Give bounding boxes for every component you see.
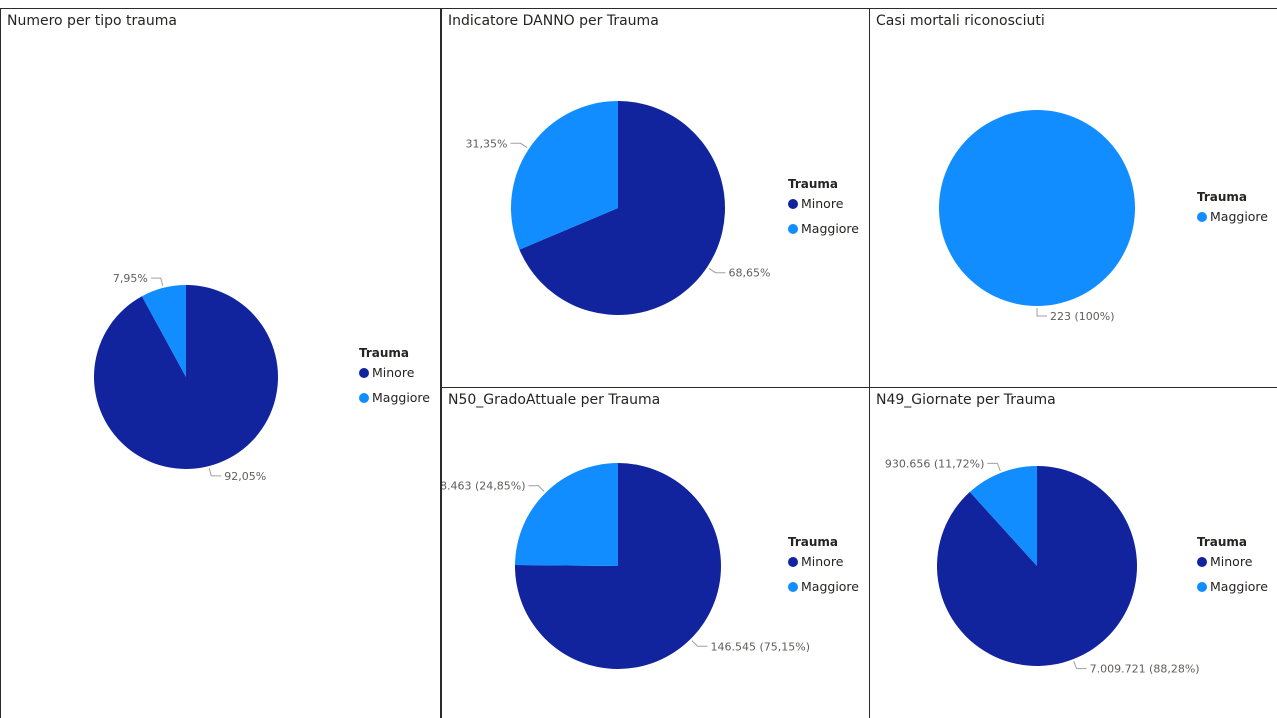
legend-item-minore[interactable]: Minore (359, 366, 430, 380)
leader-line-minore (208, 467, 222, 477)
legend-label-maggiore: Maggiore (372, 390, 430, 405)
leader-line-minore (1073, 660, 1087, 670)
legend-dot-minore (359, 368, 369, 378)
legend: Trauma Minore Maggiore (1197, 535, 1268, 605)
legend-item-maggiore[interactable]: Maggiore (359, 391, 430, 405)
chart-title: Indicatore DANNO per Trauma (448, 13, 659, 29)
data-label-minore: 146.545 (75,15%) (711, 640, 811, 653)
panel-n49-giornate[interactable]: N49_Giornate per Trauma 7.009.721 (88,28… (869, 387, 1277, 718)
legend-item-minore[interactable]: Minore (788, 555, 859, 569)
leader-line-maggiore (987, 462, 1001, 472)
pie-slice-maggiore[interactable] (141, 285, 186, 377)
data-label-maggiore: 7,95% (113, 272, 148, 285)
pie-chart-n50-grado-attuale[interactable]: 146.545 (75,15%) 48.463 (24,85%) (442, 388, 870, 718)
legend-dot-maggiore (359, 393, 369, 403)
legend-dot-maggiore (1197, 212, 1207, 222)
pie-chart-numero-per-tipo-trauma[interactable]: 92,05% 7,95% (1, 9, 441, 718)
legend-label-maggiore: Maggiore (1210, 209, 1268, 224)
chart-title: Numero per tipo trauma (7, 13, 177, 29)
legend-title: Trauma (1197, 190, 1248, 204)
legend-item-maggiore[interactable]: Maggiore (788, 222, 859, 236)
data-label-minore: 68,65% (728, 267, 770, 280)
legend-item-maggiore[interactable]: Maggiore (1197, 210, 1268, 224)
pie-slice-maggiore[interactable] (969, 466, 1037, 566)
legend-title: Trauma (1197, 535, 1248, 549)
legend-dot-minore (788, 199, 798, 209)
legend: Trauma Minore Maggiore (788, 535, 859, 605)
leader-line-minore (708, 267, 726, 274)
data-label-maggiore: 48.463 (24,85%) (442, 480, 525, 493)
pie-chart-casi-mortali[interactable]: 223 (100%) (870, 9, 1277, 388)
pie-slice-maggiore[interactable] (515, 463, 618, 566)
legend-label-maggiore: Maggiore (801, 579, 859, 594)
data-label-minore: 92,05% (224, 470, 266, 483)
legend-dot-maggiore (788, 224, 798, 234)
legend-dot-minore (1197, 557, 1207, 567)
leader-line-maggiore (1036, 308, 1047, 317)
legend-item-maggiore[interactable]: Maggiore (1197, 580, 1268, 594)
legend-label-minore: Minore (1210, 554, 1253, 569)
panel-n50-grado-attuale[interactable]: N50_GradoAttuale per Trauma 146.545 (75,… (441, 387, 870, 718)
legend-dot-minore (788, 557, 798, 567)
pie-slice-minore[interactable] (519, 101, 725, 315)
leader-line-maggiore (510, 142, 528, 149)
pie-chart-n49-giornate[interactable]: 7.009.721 (88,28%) 930.656 (11,72%) (870, 388, 1277, 718)
leader-line-maggiore (528, 485, 545, 492)
legend-item-maggiore[interactable]: Maggiore (788, 580, 859, 594)
leader-line-minore (691, 640, 708, 647)
legend-title: Trauma (788, 535, 839, 549)
panel-indicatore-danno[interactable]: Indicatore DANNO per Trauma 68,65% 31,35%… (441, 8, 870, 388)
data-label-minore: 7.009.721 (88,28%) (1090, 663, 1200, 676)
legend: Trauma Maggiore (1197, 190, 1268, 235)
legend-item-minore[interactable]: Minore (1197, 555, 1268, 569)
legend: Trauma Minore Maggiore (359, 346, 430, 416)
data-label-maggiore: 223 (100%) (1050, 310, 1115, 323)
chart-title: N50_GradoAttuale per Trauma (448, 392, 661, 408)
panel-casi-mortali[interactable]: Casi mortali riconosciuti 223 (100%) Tra… (869, 8, 1277, 388)
legend-title: Trauma (359, 346, 410, 360)
legend-label-minore: Minore (801, 554, 844, 569)
legend-label-maggiore: Maggiore (801, 221, 859, 236)
panel-numero-per-tipo-trauma[interactable]: Numero per tipo trauma 92,05% 7,95% Traum… (0, 8, 441, 718)
pie-chart-indicatore-danno[interactable]: 68,65% 31,35% (442, 9, 870, 388)
legend: Trauma Minore Maggiore (788, 177, 859, 247)
legend-label-minore: Minore (372, 365, 415, 380)
pie-slice-maggiore[interactable] (511, 100, 618, 250)
legend-item-minore[interactable]: Minore (788, 197, 859, 211)
data-label-maggiore: 31,35% (466, 137, 508, 150)
leader-line-maggiore (150, 277, 164, 287)
data-label-maggiore: 930.656 (11,72%) (885, 457, 985, 470)
pie-slice-maggiore[interactable] (939, 110, 1135, 306)
legend-label-minore: Minore (801, 196, 844, 211)
legend-dot-maggiore (788, 582, 798, 592)
chart-title: N49_Giornate per Trauma (876, 392, 1056, 408)
legend-title: Trauma (788, 177, 839, 191)
legend-label-maggiore: Maggiore (1210, 579, 1268, 594)
legend-dot-maggiore (1197, 582, 1207, 592)
chart-title: Casi mortali riconosciuti (876, 13, 1045, 29)
